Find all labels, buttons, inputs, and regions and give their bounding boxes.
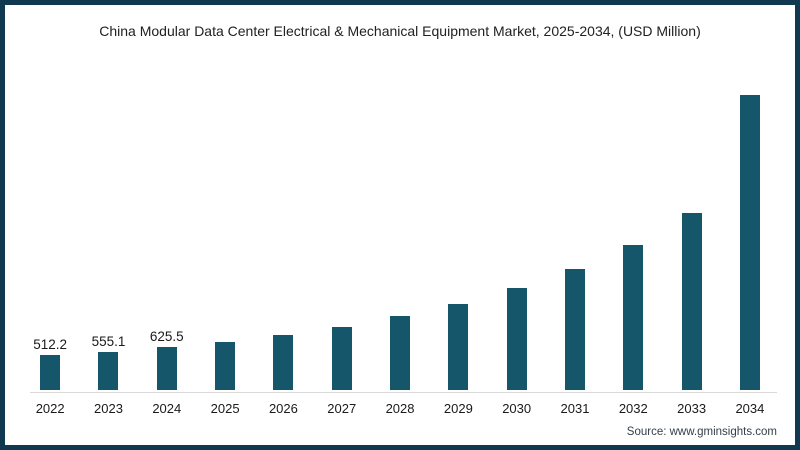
bar-column bbox=[488, 288, 546, 390]
x-axis-line bbox=[30, 392, 777, 393]
bar-column bbox=[371, 316, 429, 390]
bar-chart: 512.2 555.1 625.5 bbox=[21, 60, 779, 390]
x-tick-label: 2024 bbox=[152, 401, 182, 416]
source-attribution: Source: www.gminsights.com bbox=[626, 426, 777, 438]
x-tick-label: 2022 bbox=[35, 401, 65, 416]
x-tick-label: 2030 bbox=[502, 401, 532, 416]
bar-column bbox=[662, 212, 720, 390]
bar-column bbox=[546, 269, 604, 390]
bar-column bbox=[254, 334, 312, 390]
chart-title: China Modular Data Center Electrical & M… bbox=[99, 23, 701, 39]
bar-column bbox=[604, 245, 662, 390]
bar-column bbox=[196, 341, 254, 390]
x-tick-label: 2025 bbox=[210, 401, 240, 416]
bar-column: 512.2 bbox=[21, 337, 79, 390]
data-label: 555.1 bbox=[91, 334, 126, 350]
bar-column: 555.1 bbox=[79, 334, 137, 390]
bar-2027 bbox=[331, 326, 352, 390]
bar-2023 bbox=[98, 352, 119, 390]
bar-column bbox=[429, 304, 487, 390]
bar-column: 625.5 bbox=[138, 329, 196, 390]
data-label: 512.2 bbox=[33, 337, 68, 352]
bar-2022 bbox=[40, 355, 61, 390]
x-tick-label: 2031 bbox=[560, 401, 590, 416]
bar-column bbox=[721, 95, 779, 390]
bar-2024 bbox=[156, 347, 177, 390]
data-label: 625.5 bbox=[149, 329, 184, 345]
x-tick-label: 2032 bbox=[618, 401, 648, 416]
bar-column bbox=[313, 326, 371, 390]
bar-2025 bbox=[215, 341, 236, 390]
x-tick-label: 2033 bbox=[677, 401, 707, 416]
bar-2026 bbox=[273, 334, 294, 390]
bar-2031 bbox=[564, 269, 585, 390]
bar-2034 bbox=[739, 95, 760, 390]
x-axis-ticks: 2022 2023 2024 2025 2026 2027 2028 2029 2030 2031… bbox=[21, 401, 779, 416]
bar-2028 bbox=[390, 316, 411, 390]
bar-2029 bbox=[448, 304, 469, 390]
x-tick-label: 2029 bbox=[443, 401, 473, 416]
x-tick-label: 2034 bbox=[735, 401, 765, 416]
x-tick-label: 2028 bbox=[385, 401, 415, 416]
x-tick-label: 2026 bbox=[268, 401, 298, 416]
bar-2033 bbox=[681, 212, 702, 390]
x-tick-label: 2027 bbox=[327, 401, 357, 416]
bar-2030 bbox=[506, 288, 527, 390]
x-tick-label: 2023 bbox=[94, 401, 123, 416]
bar-2032 bbox=[623, 245, 644, 390]
